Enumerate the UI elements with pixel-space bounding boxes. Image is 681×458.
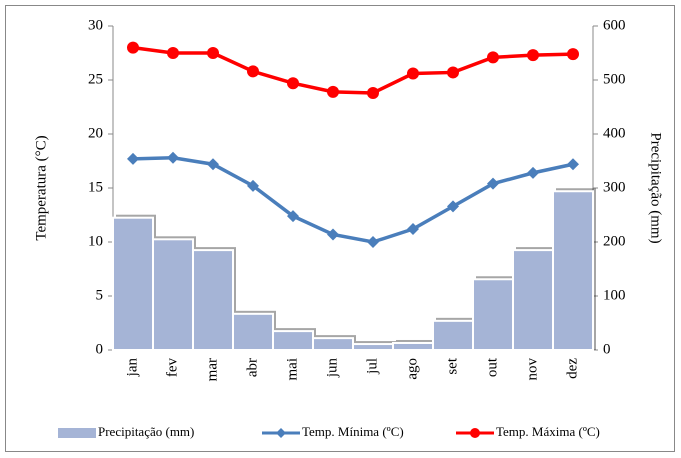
x-tick-label: jan	[124, 358, 140, 378]
bar	[512, 249, 554, 352]
x-tick-label: mai	[284, 358, 300, 381]
marker	[127, 41, 139, 54]
marker	[447, 200, 459, 213]
bar	[432, 319, 474, 351]
marker	[167, 47, 179, 59]
bar	[232, 312, 274, 352]
y-tick-label: 15	[88, 179, 103, 195]
bar	[392, 341, 434, 352]
marker	[567, 158, 579, 171]
y2-axis-title: Precipitação (mm)	[648, 132, 664, 243]
y-tick-label: 25	[88, 71, 103, 87]
x-tick-label: out	[484, 357, 500, 377]
marker	[207, 158, 219, 171]
y2-tick-label: 0	[603, 341, 611, 357]
x-tick-label: abr	[244, 358, 260, 377]
marker	[527, 166, 539, 179]
y-tick-label: 0	[96, 341, 104, 357]
marker	[567, 48, 579, 61]
marker	[207, 47, 219, 59]
x-tick-label: nov	[524, 358, 540, 381]
legend-label: Temp. Máxima (ºC)	[496, 424, 600, 439]
legend-label: Precipitação (mm)	[98, 424, 194, 439]
bar	[152, 238, 194, 351]
marker	[367, 86, 379, 99]
bar	[112, 216, 154, 351]
y-tick-label: 10	[88, 233, 103, 249]
y-tick-label: 5	[96, 287, 104, 303]
marker	[487, 177, 499, 190]
x-tick-label: dez	[564, 358, 580, 379]
marker	[287, 77, 299, 90]
bar	[272, 330, 314, 352]
marker	[127, 152, 139, 165]
bar	[472, 278, 514, 352]
legend-label: Temp. Mínima (ºC)	[302, 424, 404, 439]
marker	[327, 228, 339, 241]
x-tick-label: jul	[364, 358, 380, 375]
marker	[367, 236, 379, 248]
x-tick-label: ago	[404, 358, 420, 380]
line	[132, 156, 574, 244]
y2-tick-label: 100	[603, 287, 626, 303]
marker	[407, 67, 419, 80]
bar	[352, 343, 394, 351]
marker	[327, 85, 339, 98]
y2-tick-label: 200	[603, 233, 626, 249]
marker	[527, 49, 539, 62]
line	[132, 45, 574, 95]
marker	[487, 51, 499, 64]
x-tick-label: set	[444, 357, 460, 374]
marker	[407, 223, 419, 236]
x-tick-label: mar	[204, 358, 220, 381]
marker	[447, 66, 459, 79]
y-tick-label: 20	[88, 125, 103, 141]
x-tick-label: fev	[164, 358, 180, 378]
y-axis-title: Temperatura (°C)	[33, 135, 49, 240]
legend-marker	[470, 428, 480, 438]
bar	[552, 190, 594, 351]
marker	[247, 65, 259, 78]
bar	[192, 249, 234, 352]
marker	[287, 210, 299, 223]
y-tick-label: 30	[88, 17, 103, 33]
y2-tick-label: 600	[603, 17, 626, 33]
y2-tick-label: 300	[603, 179, 626, 195]
marker	[247, 179, 259, 192]
y2-tick-label: 500	[603, 71, 626, 87]
x-tick-label: jun	[324, 358, 340, 379]
legend-swatch	[58, 428, 96, 438]
legend-marker	[276, 428, 286, 438]
marker	[167, 151, 179, 164]
bar	[312, 337, 354, 351]
y2-tick-label: 400	[603, 125, 626, 141]
